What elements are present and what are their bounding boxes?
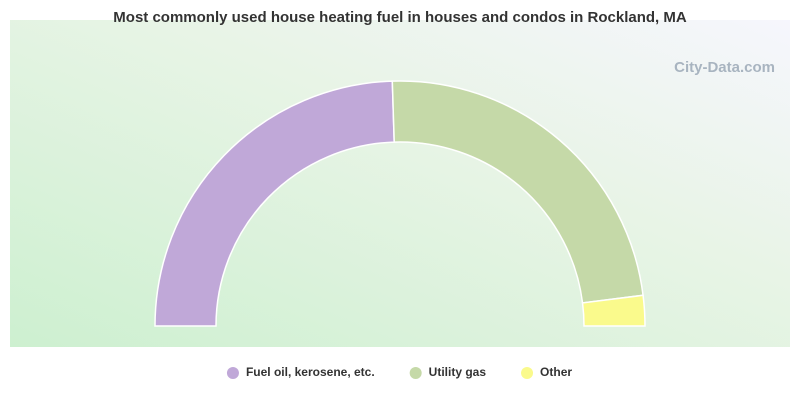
legend-swatch xyxy=(521,367,534,379)
watermark: City-Data.com xyxy=(674,59,775,76)
legend-swatch xyxy=(226,367,239,379)
plot-area xyxy=(10,20,790,347)
legend-label: Fuel oil, kerosene, etc. xyxy=(246,365,375,379)
chart-title: Most commonly used house heating fuel in… xyxy=(113,9,687,26)
segment xyxy=(581,294,646,327)
legend-label: Other xyxy=(540,365,572,379)
legend-label: Utility gas xyxy=(429,365,487,379)
legend-swatch xyxy=(409,367,422,379)
